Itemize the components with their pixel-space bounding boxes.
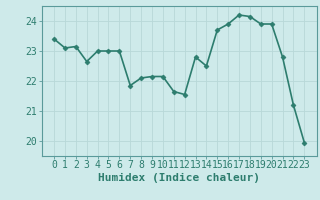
X-axis label: Humidex (Indice chaleur): Humidex (Indice chaleur) bbox=[98, 173, 260, 183]
